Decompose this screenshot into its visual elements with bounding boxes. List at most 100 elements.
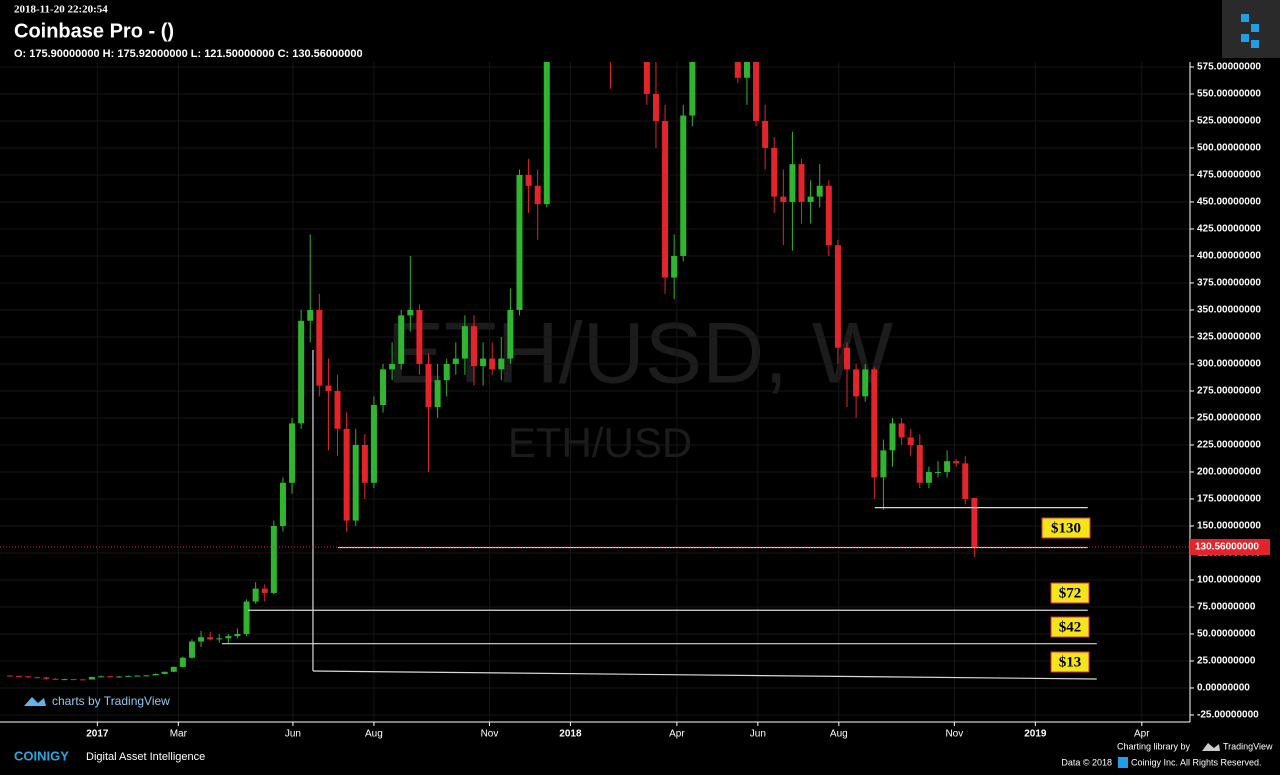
candle-body	[734, 62, 741, 78]
candle-body	[370, 405, 377, 483]
chart-title: Coinbase Pro - ()	[14, 20, 174, 42]
candle-body	[188, 641, 195, 658]
candle-body	[425, 363, 432, 408]
y-tick-label: 250.00000000	[1197, 413, 1261, 424]
candle-body	[452, 358, 459, 364]
candle-body	[652, 93, 659, 121]
logo-block	[1241, 34, 1249, 42]
logo	[1222, 0, 1280, 58]
candle-body	[771, 147, 778, 197]
candle-body	[825, 185, 832, 246]
logo-block	[1251, 24, 1259, 32]
candle-body	[762, 120, 769, 148]
x-tick-label: Nov	[481, 729, 499, 740]
y-tick-label: 350.00000000	[1197, 305, 1261, 316]
annotation-label: $130	[1051, 520, 1081, 536]
candle-body	[170, 666, 177, 672]
y-tick-label: 475.00000000	[1197, 170, 1261, 181]
y-tick-label: 175.00000000	[1197, 494, 1261, 505]
x-tick-label: 2017	[86, 729, 109, 740]
logo-block	[1241, 14, 1249, 22]
y-tick-label: 225.00000000	[1197, 440, 1261, 451]
candle-body	[834, 245, 841, 348]
library-name: TradingView	[1223, 741, 1273, 751]
candle-body	[662, 120, 669, 278]
candle-body	[461, 326, 468, 359]
ohlc-readout: O: 175.90000000 H: 175.92000000 L: 121.5…	[14, 48, 363, 60]
y-tick-label: 200.00000000	[1197, 467, 1261, 478]
y-tick-label: 500.00000000	[1197, 143, 1261, 154]
candle-body	[543, 62, 550, 205]
tradingview-icon	[24, 697, 46, 706]
candle-body	[316, 309, 323, 386]
annotation-label: $13	[1059, 654, 1082, 670]
candle-body	[216, 638, 223, 640]
candle-body	[962, 463, 969, 499]
candle-body	[853, 369, 860, 397]
candle-body	[243, 601, 250, 634]
candle-body	[398, 315, 405, 364]
annotation-box	[1050, 616, 1090, 638]
annotation-label: $42	[1059, 619, 1082, 635]
x-tick-label: Mar	[170, 729, 188, 740]
candle-body	[234, 633, 241, 637]
candle-body	[498, 358, 505, 370]
candle-body	[16, 675, 23, 677]
x-tick-label: Nov	[945, 729, 963, 740]
x-tick-label: Jun	[285, 729, 301, 740]
candle-body	[643, 62, 650, 94]
y-tick-label: 25.00000000	[1197, 656, 1256, 667]
x-tick-label: Jun	[750, 729, 766, 740]
candle-body	[43, 677, 50, 679]
candle-body	[516, 174, 523, 310]
y-tick-label: 0.00000000	[1197, 683, 1250, 694]
candle-body	[161, 671, 168, 674]
candle-body	[152, 673, 159, 676]
y-tick-label: 375.00000000	[1197, 278, 1261, 289]
candle-body	[880, 450, 887, 478]
annotation-box	[1050, 651, 1090, 673]
candle-body	[61, 679, 68, 681]
plot	[7, 62, 1097, 681]
candle-body	[671, 255, 678, 278]
candle-body	[971, 498, 978, 547]
candle-body	[898, 423, 905, 438]
y-tick-label: 300.00000000	[1197, 359, 1261, 370]
y-tick-label: 50.00000000	[1197, 629, 1256, 640]
candle-body	[25, 676, 32, 678]
grid	[0, 62, 1190, 722]
candle-body	[207, 637, 214, 640]
candle-body	[525, 174, 532, 186]
candle-body	[252, 588, 259, 602]
candle-body	[680, 115, 687, 256]
candle-body	[225, 636, 232, 639]
candle-body	[125, 675, 132, 677]
candle-body	[862, 369, 869, 397]
candle-body	[953, 461, 960, 464]
drawing-line	[312, 670, 1097, 680]
coinigy-icon	[1118, 757, 1128, 768]
candle-body	[270, 525, 277, 593]
y-tick-label: 400.00000000	[1197, 251, 1261, 262]
candle-body	[107, 676, 114, 678]
x-tick-label: Aug	[830, 729, 848, 740]
candle-body	[434, 380, 441, 408]
x-tick-label: 2019	[1024, 729, 1047, 740]
candle-body	[7, 675, 14, 677]
y-tick-label: 275.00000000	[1197, 386, 1261, 397]
candle-body	[789, 164, 796, 202]
candle-body	[134, 675, 141, 677]
candle-body	[743, 62, 750, 78]
candle-body	[753, 62, 760, 121]
library-credit: Charting library by	[1117, 741, 1191, 751]
x-tick-label: Apr	[669, 729, 685, 740]
candle-body	[534, 185, 541, 205]
candle-body	[807, 196, 814, 202]
candle-body	[198, 637, 205, 642]
candle-body	[79, 679, 86, 681]
annotation-label: $72	[1059, 585, 1082, 601]
candle-body	[261, 588, 268, 593]
candle-body	[844, 347, 851, 370]
candle-body	[289, 423, 296, 483]
